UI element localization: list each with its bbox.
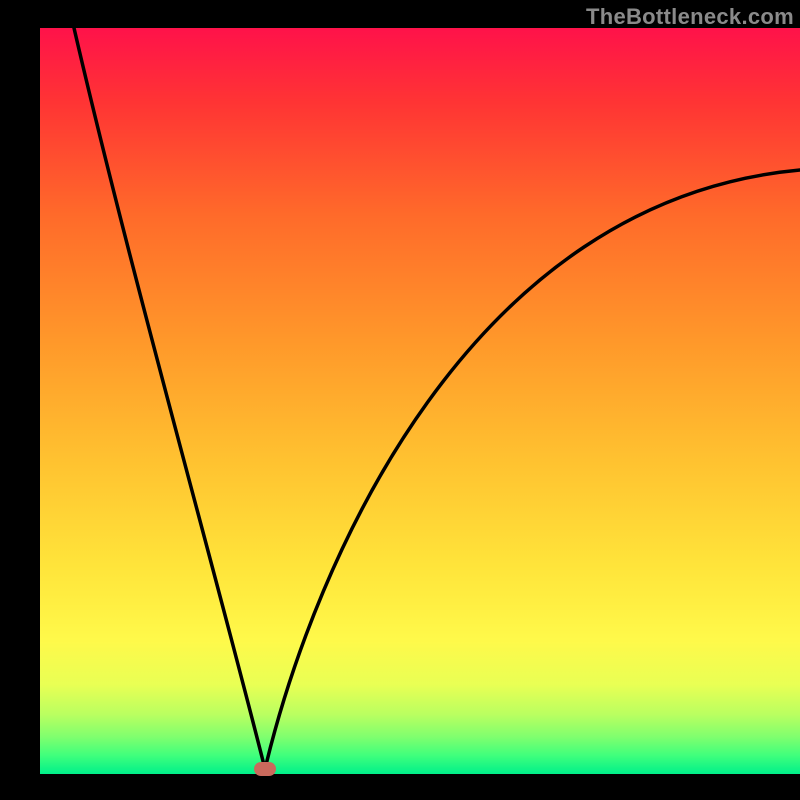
watermark-text: TheBottleneck.com bbox=[586, 4, 794, 30]
gradient-plot-area bbox=[40, 28, 800, 774]
minimum-marker-dot bbox=[254, 762, 276, 776]
chart-container: TheBottleneck.com bbox=[0, 0, 800, 800]
